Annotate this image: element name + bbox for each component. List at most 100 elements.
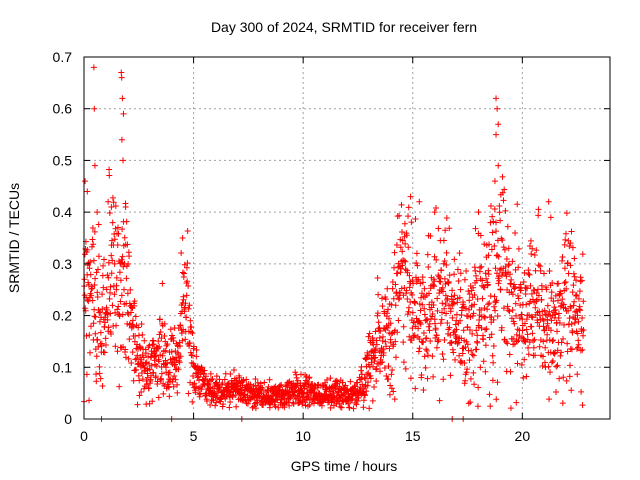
- data-point: [120, 157, 127, 164]
- data-point: [418, 290, 425, 297]
- data-point: [136, 392, 143, 399]
- data-point: [488, 246, 495, 253]
- data-point: [420, 339, 427, 346]
- data-point: [564, 340, 571, 347]
- data-point: [389, 367, 396, 374]
- data-point: [221, 376, 228, 383]
- data-point: [371, 358, 378, 365]
- data-point: [495, 253, 502, 260]
- data-point: [530, 344, 537, 351]
- data-point: [430, 301, 437, 308]
- data-point: [91, 105, 98, 112]
- data-point: [534, 319, 541, 326]
- data-point: [532, 267, 539, 274]
- data-point: [434, 295, 441, 302]
- data-point: [125, 260, 132, 267]
- data-point: [397, 290, 404, 297]
- data-point: [93, 269, 100, 276]
- data-point: [152, 373, 159, 380]
- data-point: [491, 178, 498, 185]
- data-point: [158, 370, 165, 377]
- data-point: [114, 348, 121, 355]
- data-point: [111, 260, 118, 267]
- data-point: [188, 323, 195, 330]
- data-point: [545, 198, 552, 205]
- data-point: [176, 359, 183, 366]
- data-point: [136, 377, 143, 384]
- data-point: [525, 344, 532, 351]
- data-point: [450, 349, 457, 356]
- data-point: [103, 286, 110, 293]
- data-point: [386, 345, 393, 352]
- data-point: [189, 329, 196, 336]
- data-point: [227, 398, 234, 405]
- data-point: [209, 375, 216, 382]
- data-point: [461, 360, 468, 367]
- data-point: [179, 337, 186, 344]
- data-point: [127, 286, 134, 293]
- data-point: [497, 217, 504, 224]
- data-point: [186, 339, 193, 346]
- data-point: [482, 270, 489, 277]
- data-point: [501, 246, 508, 253]
- data-point: [385, 315, 392, 322]
- data-point: [421, 285, 428, 292]
- y-tick-label: 0.3: [53, 256, 73, 272]
- data-point: [544, 320, 551, 327]
- data-point: [513, 331, 520, 338]
- data-point: [229, 394, 236, 401]
- data-point: [478, 307, 485, 314]
- data-point: [565, 307, 572, 314]
- data-point: [528, 323, 535, 330]
- data-point: [177, 322, 184, 329]
- data-point: [117, 277, 124, 284]
- data-point: [128, 360, 135, 367]
- data-point: [135, 324, 142, 331]
- data-point: [550, 337, 557, 344]
- data-point: [189, 352, 196, 359]
- data-point: [568, 346, 575, 353]
- data-point: [457, 286, 464, 293]
- data-point: [555, 280, 562, 287]
- data-point: [414, 262, 421, 269]
- data-point: [362, 375, 369, 382]
- data-point: [150, 369, 157, 376]
- data-point: [290, 400, 297, 407]
- data-point: [438, 267, 445, 274]
- data-point: [108, 270, 115, 277]
- data-point: [101, 349, 108, 356]
- data-point: [457, 317, 464, 324]
- data-point: [580, 332, 587, 339]
- data-point: [175, 366, 182, 373]
- data-point: [232, 391, 239, 398]
- data-point: [575, 295, 582, 302]
- data-point: [391, 396, 398, 403]
- data-point: [362, 355, 369, 362]
- data-point: [475, 324, 482, 331]
- data-point: [99, 291, 106, 298]
- y-tick-label: 0.7: [53, 49, 73, 65]
- data-point: [531, 251, 538, 258]
- data-point: [236, 374, 243, 381]
- data-point: [132, 356, 139, 363]
- data-point: [87, 271, 94, 278]
- data-point: [358, 363, 365, 370]
- data-point: [482, 368, 489, 375]
- data-point: [405, 204, 412, 211]
- data-point: [157, 329, 164, 336]
- data-point: [139, 331, 146, 338]
- data-point: [450, 300, 457, 307]
- data-point: [314, 384, 321, 391]
- data-point: [412, 385, 419, 392]
- data-point: [507, 368, 514, 375]
- data-point: [364, 351, 371, 358]
- data-point: [417, 307, 424, 314]
- data-point: [441, 257, 448, 264]
- data-point: [521, 337, 528, 344]
- data-point: [297, 371, 304, 378]
- data-point: [442, 301, 449, 308]
- data-point: [469, 330, 476, 337]
- data-point: [524, 285, 531, 292]
- data-point: [437, 320, 444, 327]
- data-point: [159, 280, 166, 287]
